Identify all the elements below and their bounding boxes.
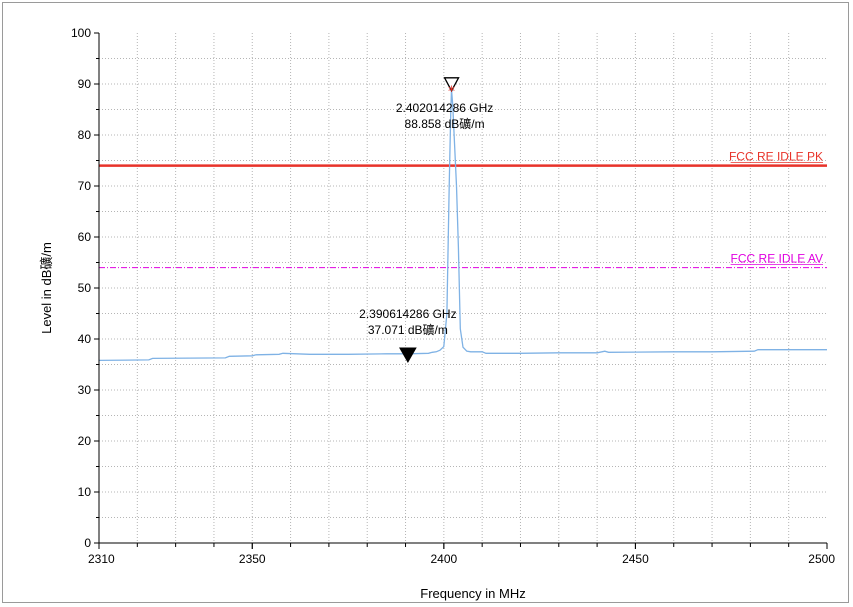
y-tick-label: 70 [78,179,92,193]
limit-label: FCC RE IDLE AV [731,252,823,266]
band-edge-marker-level: 37.071 dB礦/m [368,322,448,337]
y-tick-label: 40 [78,332,92,346]
x-tick-label: 2500 [808,552,835,566]
spectrum-chart: FCC RE IDLE PK FCC RE IDLE AV 0 10 20 30 40 50… [39,26,835,601]
band-edge-marker-triangle [399,347,417,363]
y-tick-label: 50 [78,281,92,295]
x-tick-label: 2400 [430,552,457,566]
peak-marker-star: * [448,84,455,100]
x-tick-label: 2350 [239,552,266,566]
y-tick-label: 80 [78,128,92,142]
grid [99,33,827,543]
band-edge-marker-frequency: 2.390614286 GHz [359,307,456,321]
peak-marker-level: 88.858 dB礦/m [405,116,485,131]
y-tick-label: 20 [78,434,92,448]
x-tick-label: 2450 [622,552,649,566]
y-tick-label: 90 [78,77,92,91]
x-axis-title: Frequency in MHz [420,586,525,601]
y-tick-label: 10 [78,485,92,499]
y-tick-label: 30 [78,383,92,397]
y-tick-label: 0 [84,536,91,550]
peak-marker-triangle [443,77,460,93]
peak-marker-frequency: 2.402014286 GHz [396,101,493,115]
x-tick-label: 2310 [88,552,115,566]
limit-lines: FCC RE IDLE PK FCC RE IDLE AV [99,150,827,269]
axes: 0 10 20 30 40 50 60 70 80 90 100 2310 2350 2400 2450 25… [71,26,835,566]
limit-label: FCC RE IDLE PK [729,150,823,164]
y-axis-title: Level in dB礦/m [39,242,54,334]
y-tick-label: 60 [78,230,92,244]
y-tick-label: 100 [71,26,91,40]
